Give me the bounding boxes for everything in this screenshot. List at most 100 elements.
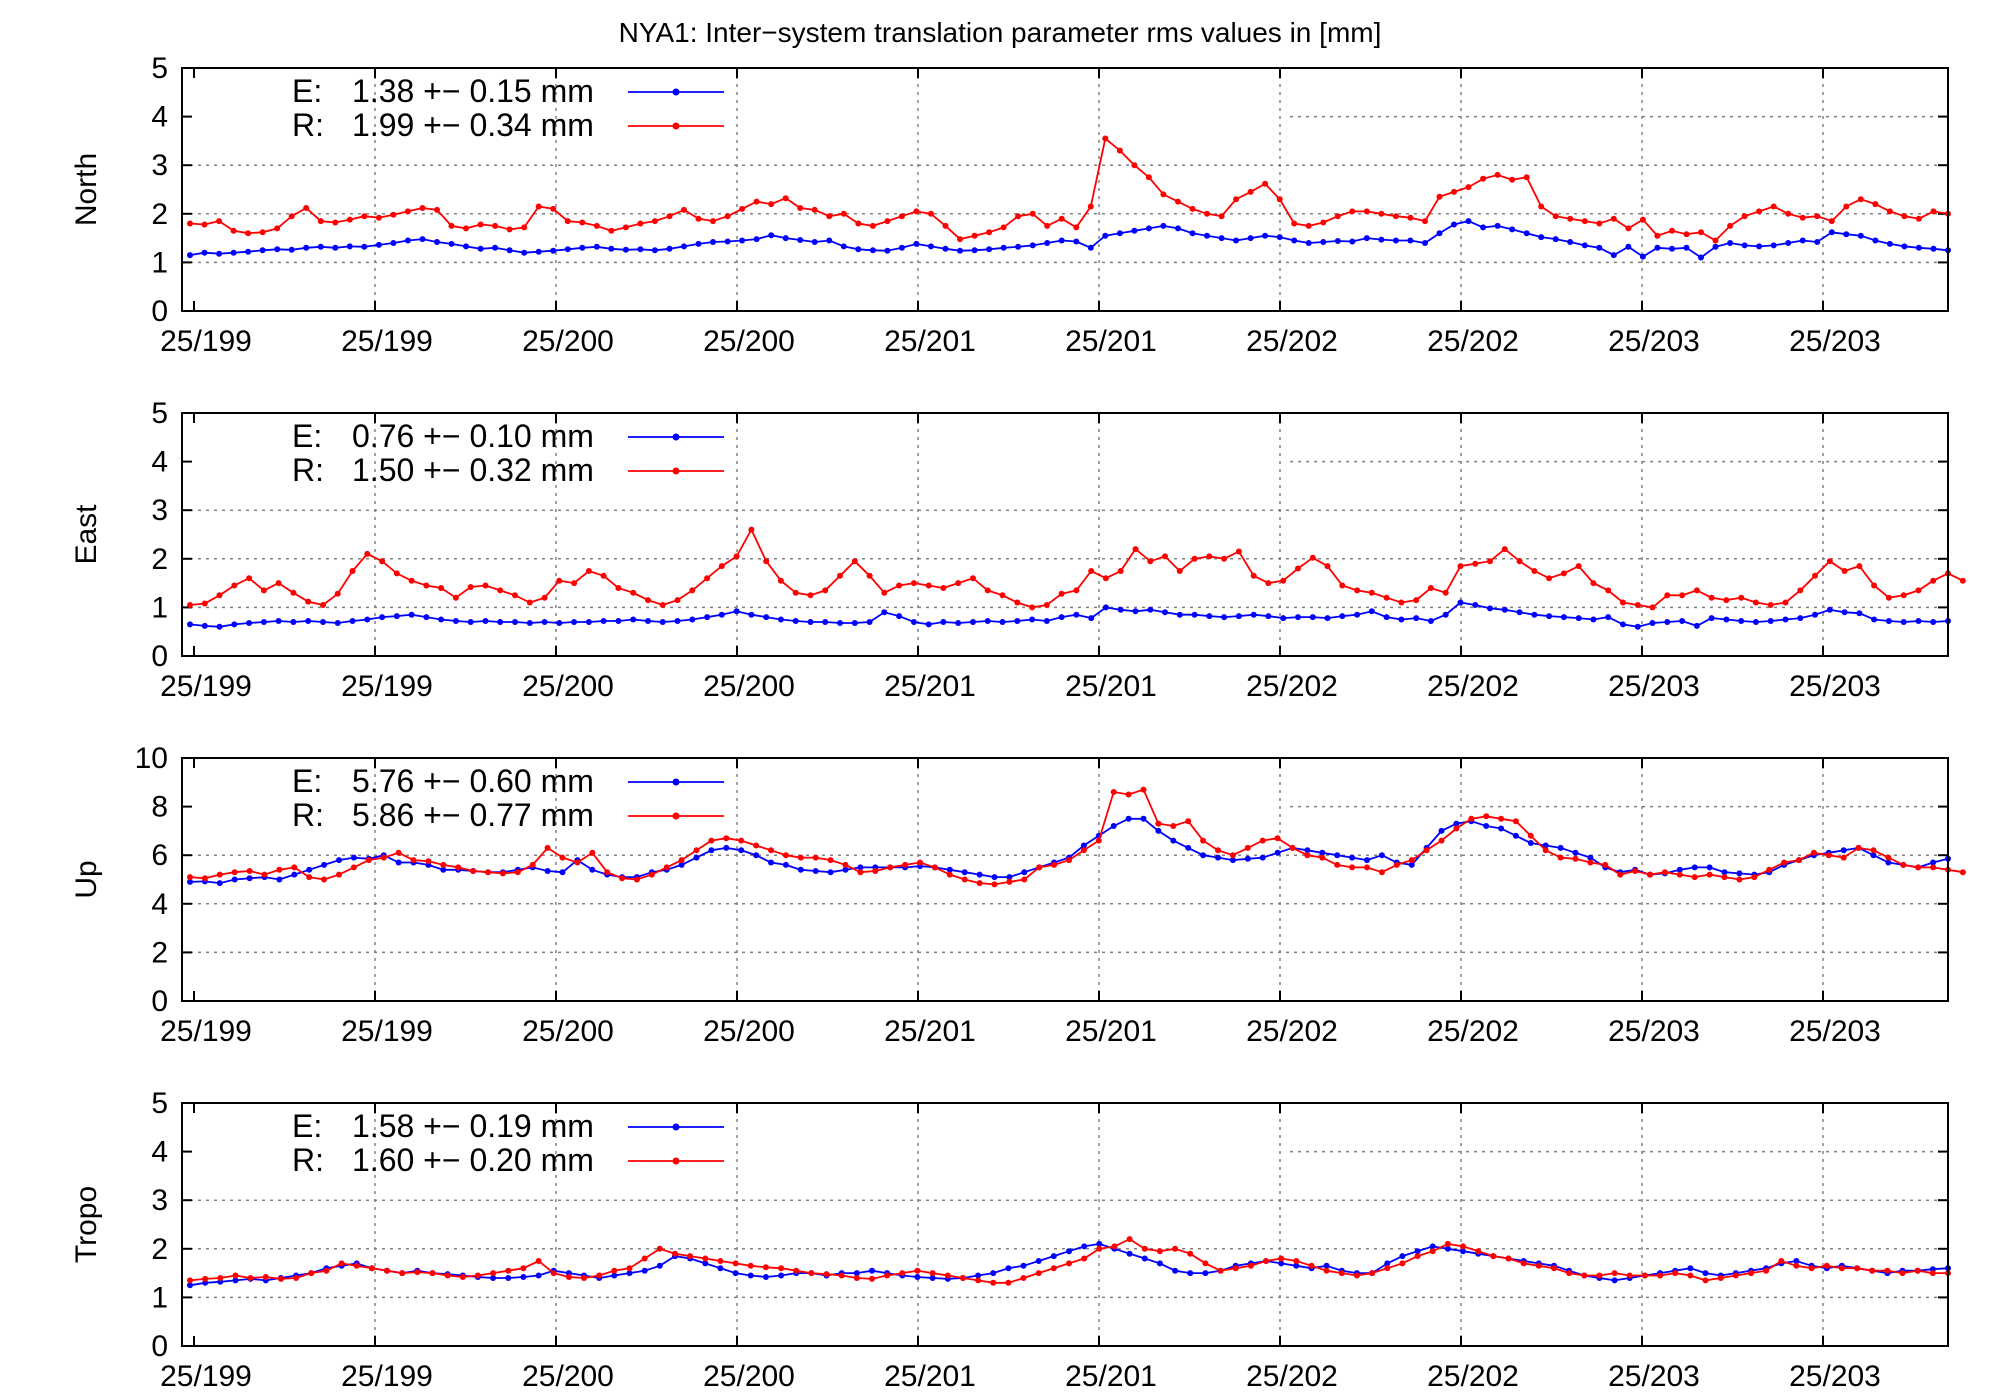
data-point — [550, 247, 557, 254]
x-tick-label: 25/203 — [1608, 1015, 1700, 1048]
x-tick-label: 25/200 — [522, 325, 614, 358]
data-point — [1162, 609, 1168, 616]
legend-text: 1.50 +− 0.32 mm — [352, 452, 594, 488]
data-point — [1475, 1248, 1482, 1255]
data-point — [1160, 191, 1167, 198]
data-point — [1605, 587, 1612, 594]
data-point — [1204, 232, 1210, 239]
x-tick-label: 25/199 — [341, 670, 433, 703]
data-point — [544, 868, 551, 874]
data-point — [1444, 1245, 1451, 1252]
data-point — [1767, 602, 1774, 608]
data-point — [1657, 1272, 1664, 1279]
data-point — [1693, 587, 1700, 594]
data-point — [565, 1274, 572, 1280]
data-point — [482, 582, 489, 589]
data-point — [1126, 1236, 1133, 1243]
data-point — [571, 619, 578, 625]
data-point — [777, 577, 784, 584]
data-point — [1900, 619, 1907, 625]
data-point — [869, 222, 876, 229]
data-point — [245, 230, 252, 237]
data-point — [1217, 1267, 1224, 1274]
data-point — [353, 1262, 360, 1269]
data-point — [615, 585, 622, 591]
data-point — [187, 1282, 193, 1289]
data-point — [1572, 855, 1579, 862]
data-point — [535, 203, 542, 210]
data-point — [1155, 820, 1162, 827]
data-point — [408, 611, 415, 618]
data-point — [1778, 1258, 1785, 1264]
data-point — [1244, 844, 1251, 851]
data-point — [914, 1267, 921, 1274]
data-point — [1625, 243, 1632, 250]
series-R — [187, 1236, 1951, 1286]
data-point — [840, 210, 847, 217]
data-point — [1480, 175, 1487, 182]
data-point — [674, 618, 681, 624]
data-point — [1611, 1277, 1618, 1284]
data-point — [1383, 594, 1390, 601]
data-point — [364, 616, 371, 623]
data-point — [1175, 225, 1181, 232]
data-point — [1215, 847, 1221, 854]
data-point — [1170, 837, 1177, 844]
y-tick-label: 0 — [151, 640, 168, 673]
data-point — [1189, 230, 1196, 237]
data-point — [1191, 555, 1198, 562]
data-point — [1870, 852, 1877, 859]
data-point — [1810, 849, 1817, 856]
data-point — [246, 620, 253, 626]
data-point — [896, 582, 903, 589]
x-tick-label: 25/200 — [703, 1360, 795, 1393]
data-point — [1546, 575, 1553, 582]
data-point — [1797, 615, 1804, 622]
data-point — [678, 857, 685, 864]
data-point — [1185, 818, 1192, 825]
data-point — [290, 589, 297, 596]
data-point — [1741, 213, 1748, 220]
data-point — [1021, 869, 1028, 876]
data-point — [1363, 208, 1370, 215]
data-point — [1752, 599, 1759, 606]
data-point — [232, 1277, 239, 1284]
data-point — [1723, 597, 1730, 604]
data-point — [1483, 823, 1490, 829]
data-point — [747, 1272, 754, 1279]
data-point — [1472, 560, 1479, 567]
data-point — [564, 246, 571, 253]
data-point — [615, 618, 622, 624]
data-point — [275, 618, 282, 624]
data-point — [1080, 842, 1087, 849]
data-point — [1413, 615, 1420, 622]
data-point — [1384, 1265, 1391, 1272]
data-point — [276, 876, 283, 883]
data-point — [231, 582, 238, 589]
data-point — [1523, 230, 1530, 237]
data-point — [976, 880, 983, 887]
data-point — [753, 842, 760, 849]
data-point — [869, 1267, 875, 1274]
data-point — [440, 861, 447, 868]
data-point — [763, 614, 770, 621]
legend-key: E: — [292, 418, 322, 454]
data-point — [1799, 214, 1806, 221]
data-point — [1901, 213, 1908, 220]
data-point — [704, 614, 711, 621]
data-point — [1542, 847, 1549, 854]
data-point — [975, 1272, 982, 1279]
plot-frame — [181, 757, 1949, 1002]
legend-text: 5.86 +− 0.77 mm — [352, 797, 594, 833]
data-point — [797, 205, 804, 211]
data-point — [332, 219, 339, 226]
data-point — [1363, 235, 1370, 242]
data-point — [768, 847, 774, 854]
data-point — [753, 852, 760, 859]
data-point — [1000, 244, 1007, 251]
data-point — [596, 1272, 603, 1279]
data-point — [1000, 224, 1007, 231]
legend-swatch-point — [672, 1157, 680, 1165]
data-point — [990, 1279, 997, 1286]
legend-key: R: — [292, 797, 324, 833]
